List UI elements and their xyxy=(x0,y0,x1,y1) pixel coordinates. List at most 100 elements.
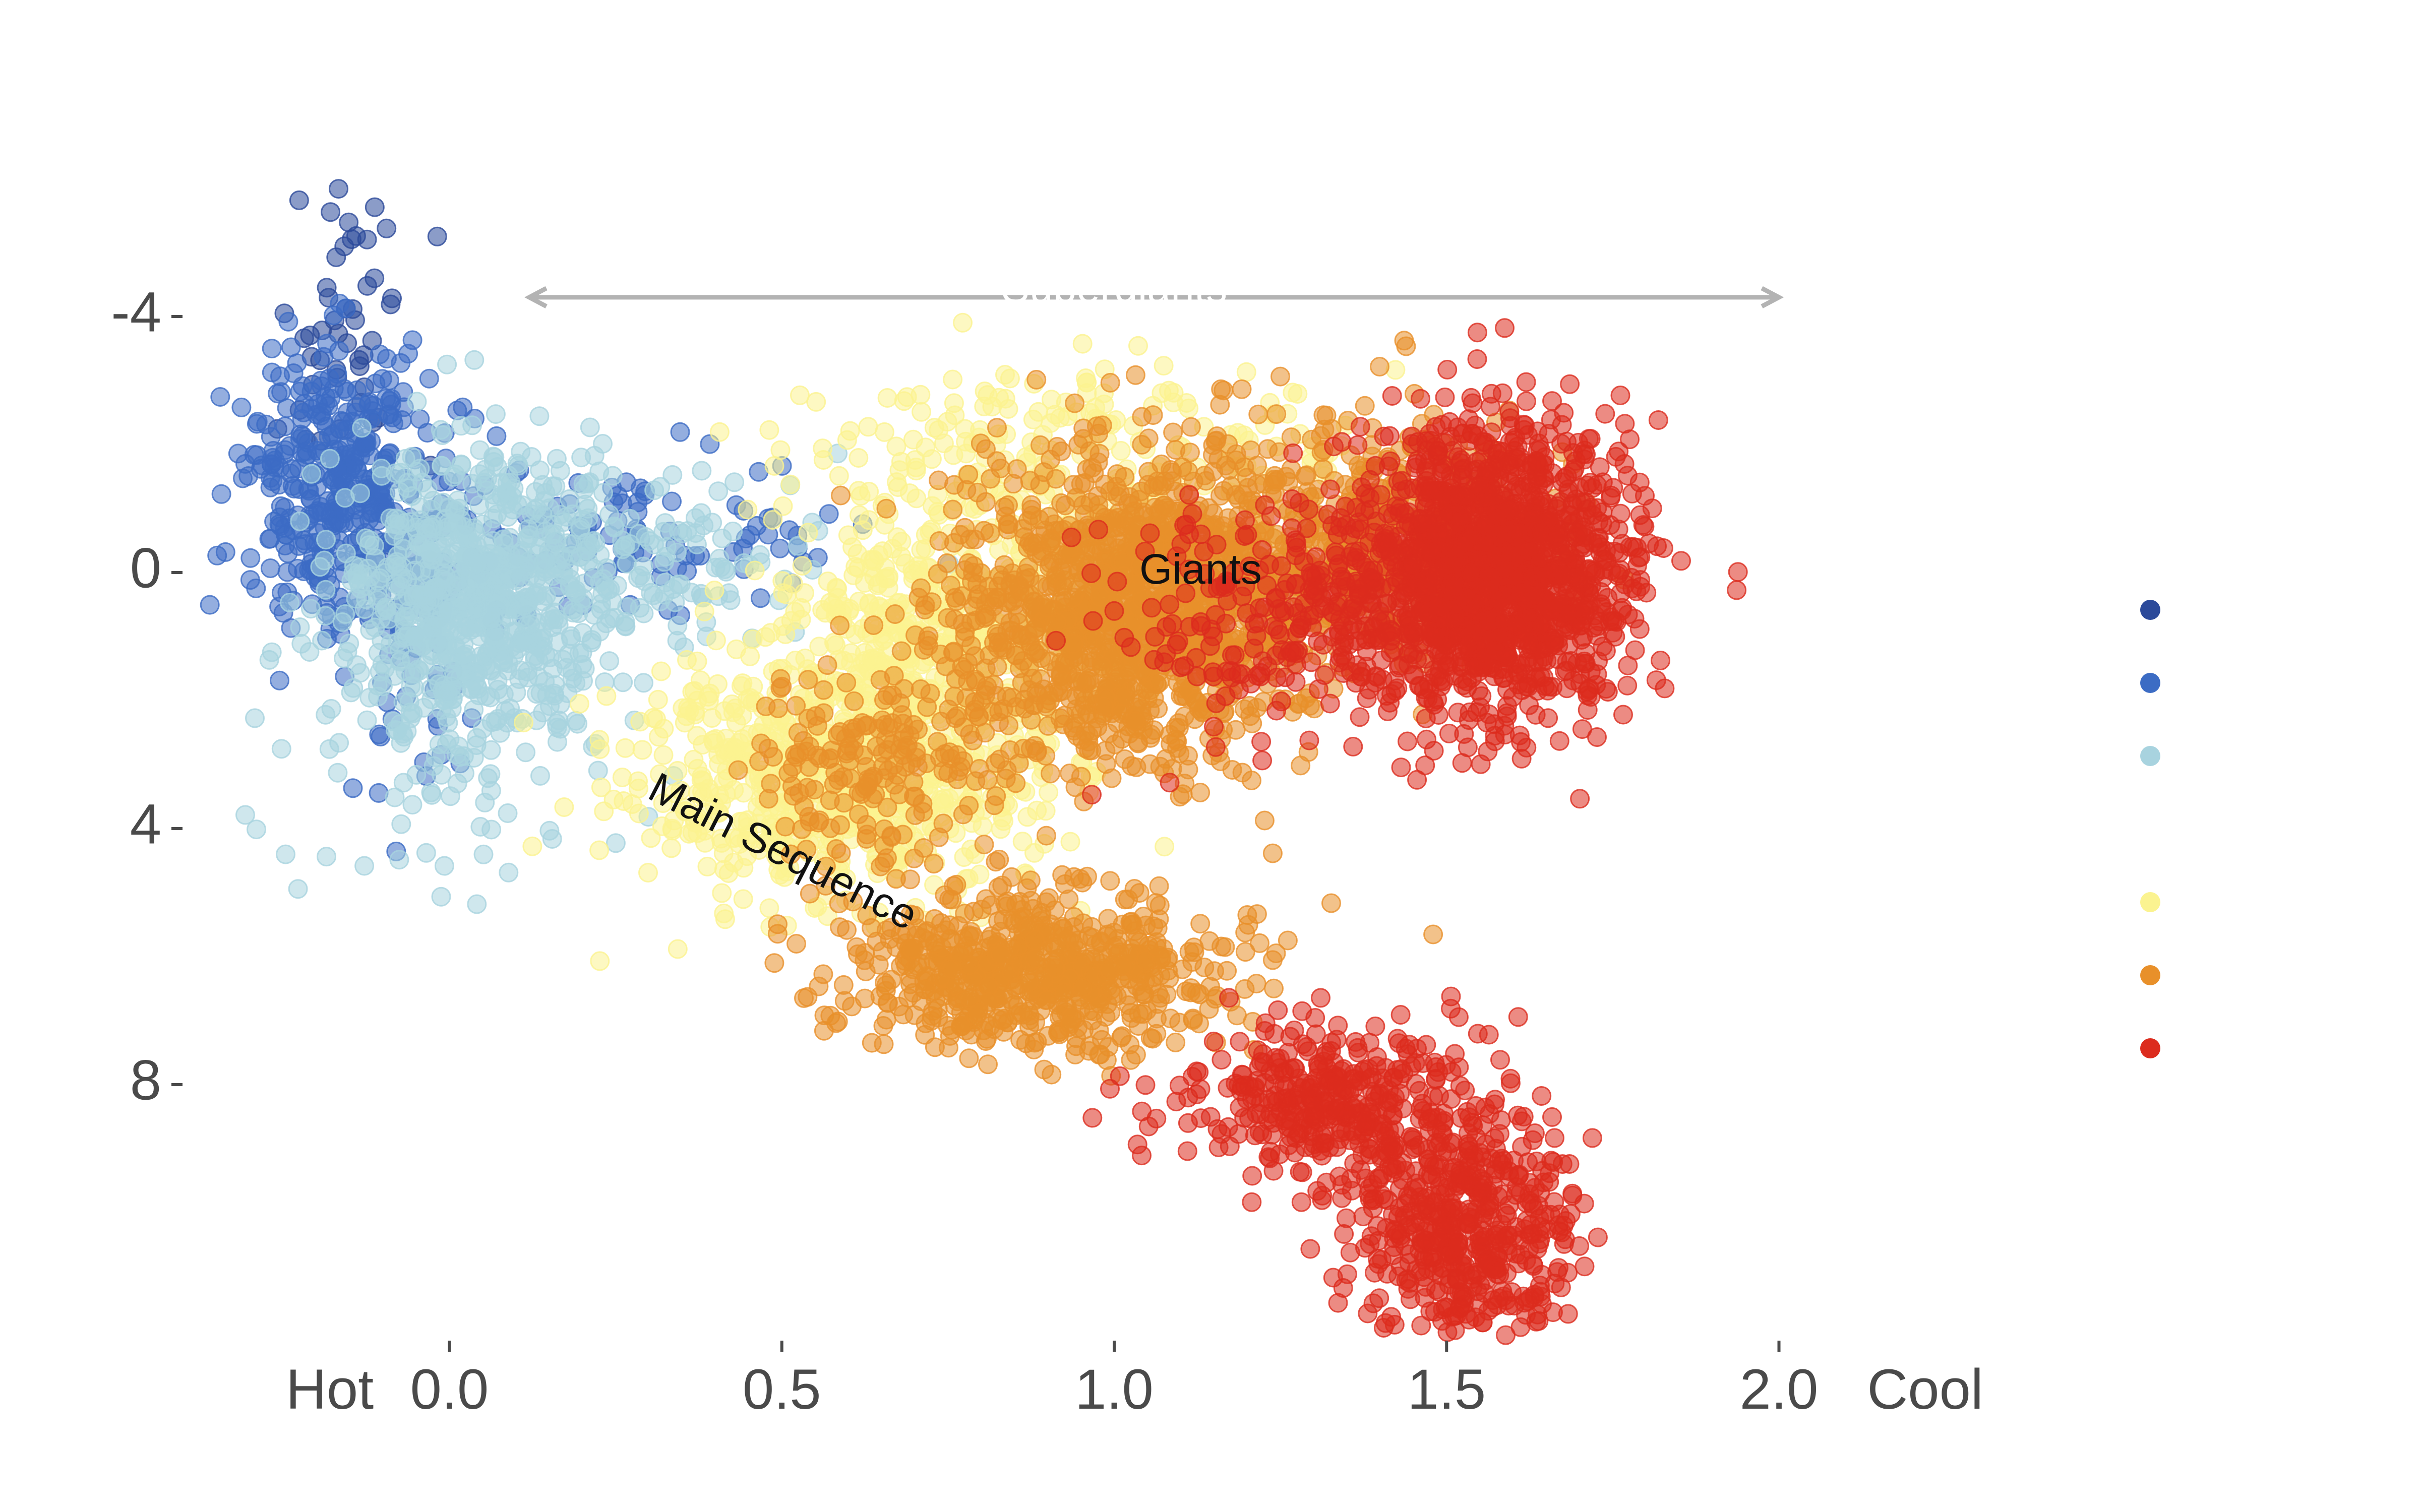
data-point xyxy=(588,761,608,781)
data-point xyxy=(1140,754,1160,774)
data-point xyxy=(357,276,377,296)
data-point xyxy=(421,782,441,802)
data-point xyxy=(290,511,310,531)
data-point xyxy=(262,339,282,359)
data-point xyxy=(1132,407,1152,427)
data-point xyxy=(416,523,437,543)
data-point xyxy=(1092,656,1112,676)
data-point xyxy=(987,418,1007,438)
data-point xyxy=(1025,619,1045,639)
data-point xyxy=(533,571,554,590)
data-point xyxy=(427,226,447,246)
data-point xyxy=(706,631,726,651)
data-point xyxy=(290,617,310,637)
data-point xyxy=(415,655,435,675)
data-point xyxy=(467,553,487,573)
data-point xyxy=(332,612,352,632)
data-point xyxy=(1042,531,1062,551)
data-point xyxy=(603,789,624,809)
data-point xyxy=(336,298,356,319)
data-point xyxy=(292,376,313,396)
data-point xyxy=(281,337,301,357)
data-point xyxy=(481,820,502,840)
data-point xyxy=(1370,357,1389,376)
data-point xyxy=(1270,366,1290,387)
data-point xyxy=(1132,434,1152,455)
data-point xyxy=(568,714,588,734)
data-point xyxy=(529,406,550,426)
data-point xyxy=(644,480,664,500)
data-point xyxy=(987,624,1007,644)
data-point xyxy=(662,465,683,485)
data-point xyxy=(670,422,690,442)
data-point xyxy=(708,481,729,501)
data-point xyxy=(651,661,671,681)
data-point xyxy=(692,461,712,481)
data-point xyxy=(432,425,452,445)
data-point xyxy=(262,642,282,662)
data-point xyxy=(1053,671,1073,691)
data-point xyxy=(490,723,510,743)
data-point xyxy=(389,850,409,870)
data-point xyxy=(268,384,288,404)
data-point xyxy=(1128,336,1148,356)
data-point xyxy=(828,588,848,608)
data-point xyxy=(1039,782,1059,802)
data-point xyxy=(260,558,280,578)
data-point xyxy=(1023,533,1043,553)
data-point xyxy=(462,415,482,435)
data-point xyxy=(589,840,610,860)
data-point xyxy=(259,529,279,549)
data-point xyxy=(634,603,654,623)
data-point xyxy=(894,391,914,411)
data-point xyxy=(1163,422,1183,443)
data-point xyxy=(514,713,533,733)
data-point xyxy=(673,524,693,543)
data-point xyxy=(312,631,332,651)
data-point xyxy=(317,847,336,867)
data-point xyxy=(558,533,577,553)
data-point xyxy=(764,456,784,476)
data-point xyxy=(987,451,1007,471)
data-point xyxy=(691,503,711,523)
data-point xyxy=(426,747,446,767)
data-point xyxy=(382,407,402,427)
data-point xyxy=(457,617,477,638)
data-point xyxy=(974,396,994,416)
data-point xyxy=(416,843,436,863)
data-point xyxy=(662,491,682,512)
data-point xyxy=(944,533,964,553)
data-point xyxy=(506,559,526,579)
data-point xyxy=(1232,379,1252,399)
data-point xyxy=(385,666,405,686)
data-point xyxy=(391,353,411,373)
data-point xyxy=(1150,672,1170,692)
data-point xyxy=(667,631,687,651)
data-point xyxy=(668,939,688,959)
data-point xyxy=(654,719,674,739)
data-point xyxy=(397,626,417,647)
data-point xyxy=(891,546,912,566)
data-point xyxy=(712,883,732,903)
data-point xyxy=(298,433,319,453)
data-point xyxy=(278,543,298,563)
data-point xyxy=(1094,697,1114,717)
data-point xyxy=(478,768,498,788)
data-point xyxy=(328,763,348,783)
data-point xyxy=(1154,356,1174,376)
data-point xyxy=(922,592,942,612)
data-point xyxy=(569,694,589,714)
data-point xyxy=(798,523,818,543)
data-point xyxy=(1355,396,1375,416)
series-2 xyxy=(235,350,959,914)
data-point xyxy=(386,463,406,483)
data-point xyxy=(1000,574,1020,594)
data-point xyxy=(987,588,1007,608)
data-point xyxy=(410,497,431,518)
data-point xyxy=(876,498,896,519)
data-point xyxy=(596,686,617,706)
data-point xyxy=(349,356,370,376)
data-point xyxy=(1266,404,1287,424)
data-point xyxy=(875,558,895,578)
